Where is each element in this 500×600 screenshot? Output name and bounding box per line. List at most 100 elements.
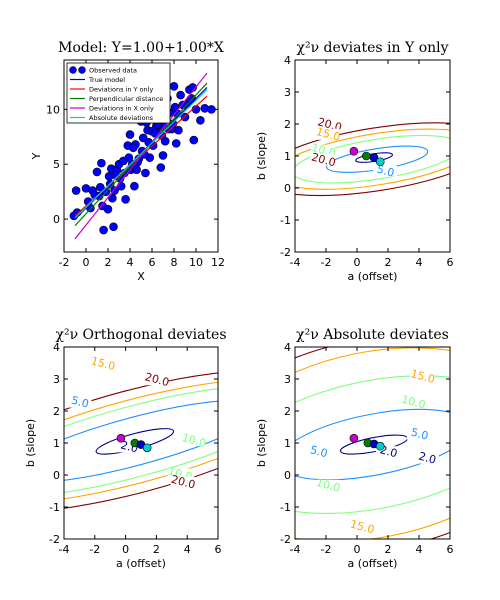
contour-level-3	[295, 128, 450, 190]
y-tick-label: -1	[49, 501, 60, 514]
data-point	[92, 167, 102, 177]
y-tick-label: -1	[280, 214, 291, 227]
data-point	[141, 168, 150, 178]
contour-label-bg	[170, 476, 195, 488]
best-fit-point	[349, 146, 359, 156]
x-tick-label: -4	[290, 256, 301, 269]
x-tick-label: 4	[127, 256, 134, 269]
contour-label-bg	[407, 428, 431, 440]
contour-label: 20.0	[170, 473, 197, 492]
x-tick-label: 0	[354, 256, 361, 269]
y-tick-label: 0	[53, 469, 60, 482]
x-tick-label: 12	[211, 256, 225, 269]
contour-label-bg	[306, 446, 331, 458]
contour-label-bg	[181, 435, 206, 446]
contour-label-bg	[317, 119, 342, 131]
contour-label-bg	[310, 154, 335, 166]
y-tick-label: -1	[280, 501, 291, 514]
x-tick-label: 10	[189, 256, 203, 269]
data-point	[71, 186, 81, 195]
data-point	[132, 165, 141, 175]
x-tick-label: 8	[171, 256, 178, 269]
x-tick-label: 4	[416, 543, 423, 556]
plot-area: 15.010.05.05.0 2.0 2.010.015.0	[295, 347, 450, 539]
contour-level-1	[295, 408, 450, 481]
x-tick-label: 4	[184, 543, 191, 556]
contour-label: 5.0	[70, 394, 90, 411]
x-tick-label: -2	[321, 256, 332, 269]
contour-label: 20.0	[144, 370, 171, 389]
x-tick-label: 2	[385, 543, 392, 556]
contour-level-2	[295, 375, 450, 514]
data-point	[96, 182, 105, 192]
contour-label-bg	[90, 358, 115, 370]
legend-label: True model	[88, 76, 125, 84]
data-point	[99, 225, 108, 235]
contour-label-bg	[414, 452, 439, 464]
y-tick-label: -2	[280, 533, 291, 546]
fit-line-5	[74, 89, 208, 219]
x-tick-label: 6	[149, 256, 156, 269]
y-tick-label: 0	[284, 469, 291, 482]
axes-frame	[63, 59, 219, 253]
data-point	[176, 90, 185, 100]
y-tick-label: 5	[53, 158, 60, 171]
best-fit-point	[369, 153, 379, 162]
y-tick-label: 4	[284, 54, 291, 67]
x-tick-label: 2	[105, 256, 112, 269]
contour-label: 15.0	[90, 354, 117, 373]
contour-label-bg	[400, 396, 425, 408]
contour-level-3	[64, 378, 218, 505]
contour-level-4	[64, 369, 218, 514]
y-axis-label: b (slope)	[255, 132, 268, 180]
contour-level-2	[64, 385, 218, 498]
x-tick-label: 0	[122, 543, 129, 556]
contour-label: 10.0	[400, 393, 427, 412]
y-tick-label: 0	[284, 182, 291, 195]
y-tick-label: 1	[284, 437, 291, 450]
legend-label: Deviations in Y only	[89, 85, 153, 93]
contour-level-2	[295, 134, 450, 184]
contour-label-bg	[67, 396, 92, 408]
x-axis-label: a (offset)	[116, 557, 166, 570]
contour-level-1	[64, 399, 218, 484]
data-point	[169, 82, 179, 91]
contour-label-bg	[310, 144, 335, 156]
x-tick-label: -2	[89, 543, 100, 556]
chart-title: χ²ν deviates in Y only	[296, 40, 448, 56]
contour-level-4	[295, 122, 450, 197]
y-axis-label: b (slope)	[24, 419, 37, 467]
contour-label-bg	[315, 128, 340, 140]
contour-label: 10.0	[315, 476, 342, 495]
legend-label: Deviations in X only	[89, 104, 154, 112]
legend-label: Observed data	[89, 66, 137, 74]
best-fit-point	[116, 433, 126, 443]
x-tick-label: -4	[290, 543, 301, 556]
chart-title: Model: Y=1.00+1.00*X	[58, 40, 224, 56]
x-tick-label: 6	[447, 543, 454, 556]
y-tick-label: 3	[53, 373, 60, 386]
data-point	[156, 163, 166, 172]
data-point	[196, 116, 205, 125]
data-point	[129, 143, 138, 153]
contour-label: 5.0	[375, 163, 395, 180]
contour-orthogonal-panel: 15.020.05.010.02.010.020.0-4 -2 0 2 4 6-2-101…	[24, 327, 227, 570]
contour-label: 10.0	[180, 431, 207, 450]
best-fit-point	[361, 151, 371, 161]
y-tick-label: 2	[53, 405, 60, 418]
x-tick-label: 6	[215, 543, 222, 556]
legend-marker	[78, 66, 86, 74]
chart-title: χ²ν Absolute deviates	[296, 327, 449, 343]
y-tick-label: 2	[284, 405, 291, 418]
x-tick-label: -4	[59, 543, 70, 556]
contour-label: 15.0	[409, 367, 436, 386]
legend-marker	[69, 66, 77, 74]
y-axis-label: Y	[30, 152, 43, 160]
legend-label: Perpendicular distance	[89, 95, 163, 103]
x-tick-label: 2	[385, 256, 392, 269]
x-tick-label: -2	[321, 543, 332, 556]
contour-label-bg	[349, 521, 374, 533]
data-point	[174, 125, 183, 135]
